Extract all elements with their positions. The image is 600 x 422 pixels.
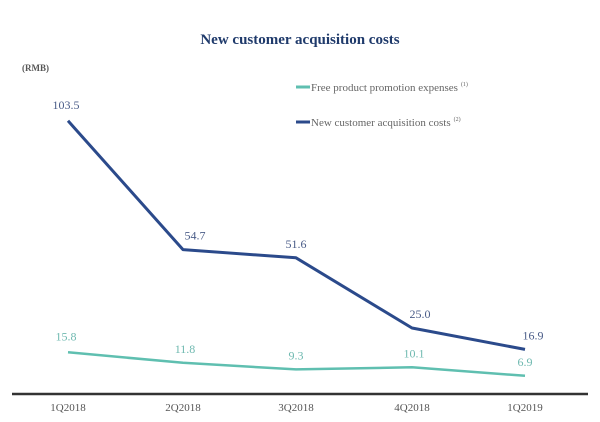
series-line-new-customer-acquisition (66, 119, 526, 351)
series-group (66, 119, 526, 378)
x-axis-ticks: 1Q2018 2Q2018 3Q2018 4Q2018 1Q2019 (50, 402, 543, 414)
chart-title: New customer acquisition costs (200, 32, 399, 48)
data-label: 9.3 (289, 348, 304, 362)
series-line-free-product-promotion (67, 351, 526, 378)
y-axis-unit: (RMB) (22, 63, 49, 73)
data-label: 54.7 (185, 229, 206, 243)
legend-label: Free product promotion expenses (1) (311, 81, 468, 94)
legend-item-new-customer-acquisition: New customer acquisition costs (2) (296, 116, 461, 129)
legend-footnote: (1) (461, 81, 468, 88)
legend-footnote: (2) (454, 116, 461, 123)
x-tick-label: 1Q2019 (507, 402, 543, 414)
x-tick-label: 2Q2018 (165, 402, 201, 414)
legend: Free product promotion expenses (1) New c… (296, 81, 468, 129)
legend-label-text: New customer acquisition costs (311, 117, 451, 129)
data-label: 103.5 (53, 98, 80, 112)
data-label: 10.1 (404, 346, 425, 360)
legend-label: New customer acquisition costs (2) (311, 116, 461, 129)
data-label: 25.0 (410, 307, 431, 321)
x-tick-label: 1Q2018 (50, 402, 86, 414)
x-tick-label: 3Q2018 (278, 402, 314, 414)
data-labels: 15.8 11.8 9.3 10.1 6.9 103.5 54.7 51.6 25.0 16.9 (53, 98, 544, 369)
x-tick-label: 4Q2018 (394, 402, 430, 414)
data-label: 15.8 (56, 329, 77, 343)
data-label: 16.9 (523, 328, 544, 342)
legend-label-text: Free product promotion expenses (311, 82, 458, 94)
data-label: 11.8 (175, 342, 196, 356)
legend-item-free-product-promotion: Free product promotion expenses (1) (296, 81, 468, 94)
data-label: 51.6 (286, 237, 307, 251)
data-label: 6.9 (518, 355, 533, 369)
